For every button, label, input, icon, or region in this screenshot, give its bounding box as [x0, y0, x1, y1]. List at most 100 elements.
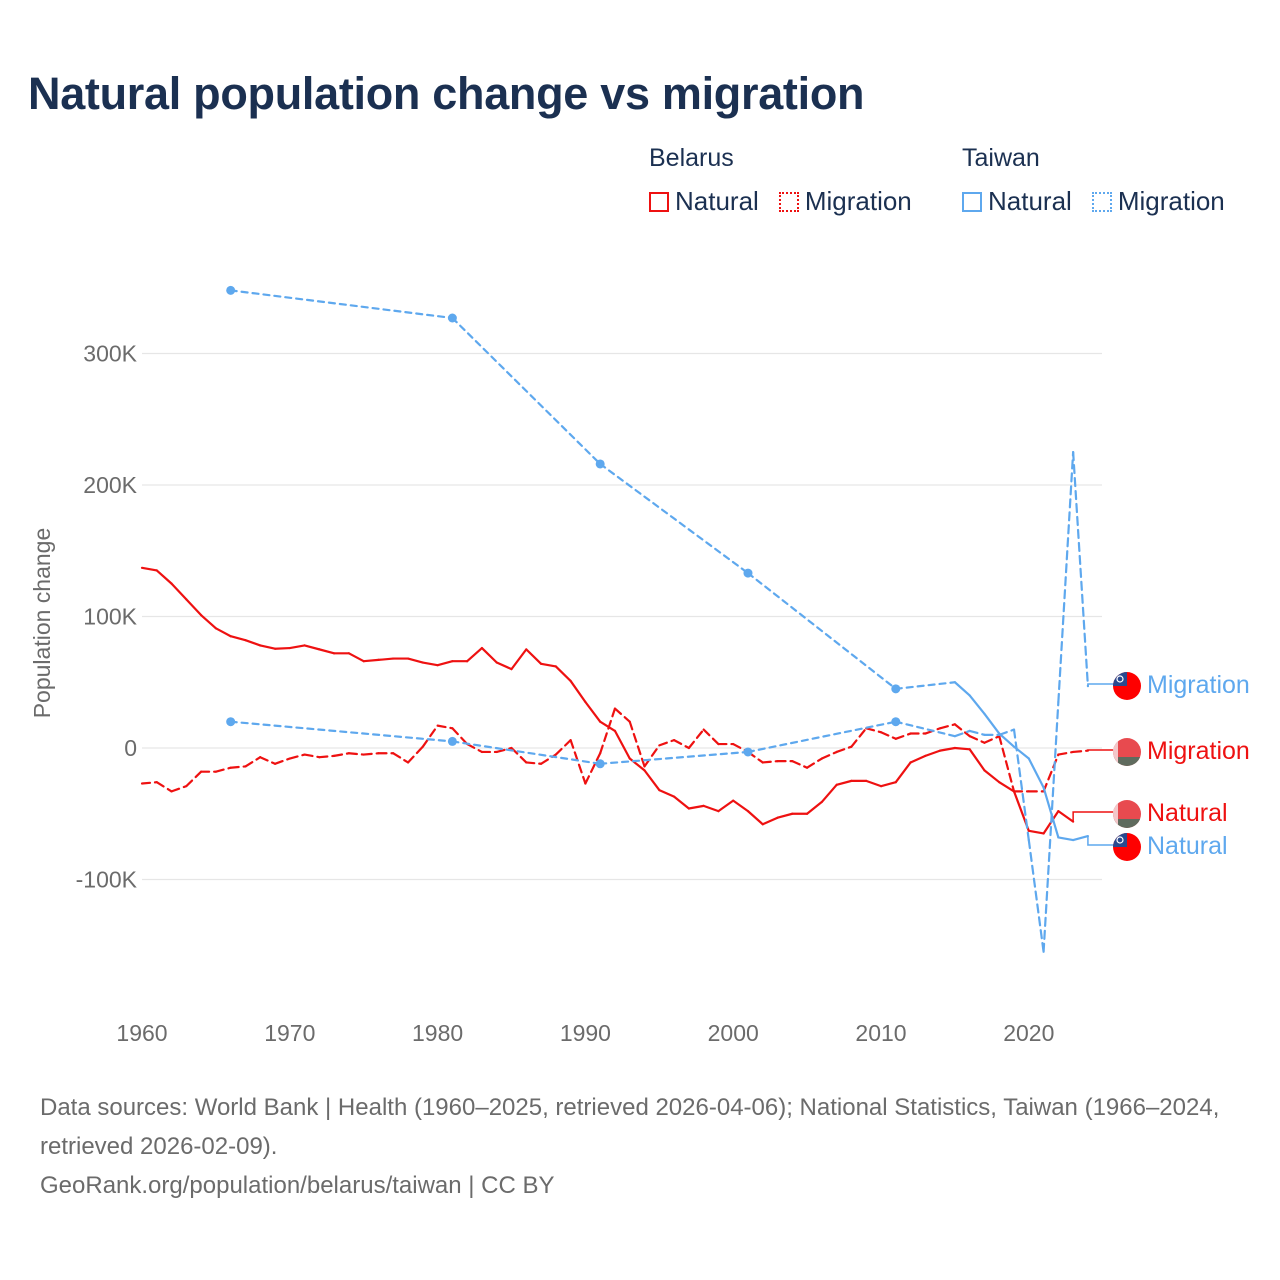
line-segment: [687, 804, 705, 810]
line-segment: [525, 761, 543, 765]
line-segment: [244, 756, 262, 768]
line-segment: [436, 724, 454, 730]
dotted-swatch-icon: [1091, 191, 1112, 212]
credit-link[interactable]: GeoRank.org/population/belarus/taiwan | …: [40, 1172, 555, 1199]
line-segment: [717, 799, 735, 813]
data-point: [595, 459, 605, 469]
legend-country-label: Taiwan: [962, 144, 1040, 172]
line-segment: [480, 646, 498, 664]
x-tick-label: 1960: [116, 1020, 167, 1046]
data-point: [891, 717, 901, 727]
data-point: [595, 759, 605, 769]
legend-country-label: Belarus: [649, 144, 734, 172]
line-segment: [820, 750, 838, 760]
line-segment: [791, 760, 809, 769]
line-segment: [140, 781, 158, 785]
line-segment: [451, 740, 602, 765]
line-segment: [998, 728, 1016, 736]
line-segment: [421, 724, 439, 748]
legend-item-belarus-migration[interactable]: Migration: [778, 186, 912, 217]
legend-group-belarus: Belarus Natural Migration: [649, 144, 932, 217]
line-segment: [835, 779, 853, 786]
line-segment: [1042, 753, 1060, 793]
line-segment: [347, 652, 365, 663]
line-segment: [229, 635, 247, 642]
flag-sun: [1116, 836, 1124, 844]
line-segment: [244, 639, 262, 647]
legend-item-label: Migration: [1117, 186, 1225, 216]
line-segment: [643, 744, 661, 768]
data-point: [226, 717, 236, 727]
line-segment: [983, 735, 1001, 744]
flag-stripe: [1113, 757, 1141, 766]
line-segment: [1027, 757, 1045, 789]
x-tick-label: 1980: [412, 1020, 463, 1046]
series-belarus-migration: [140, 707, 1090, 793]
line-segment: [643, 769, 661, 792]
line-segment: [599, 707, 617, 755]
series-end-label: Migration: [1147, 671, 1250, 699]
legend-item-taiwan-natural[interactable]: Natural: [962, 186, 1072, 217]
line-segment: [259, 756, 277, 765]
legend-item-belarus-natural[interactable]: Natural: [649, 186, 759, 217]
line-segment: [909, 754, 927, 764]
line-segment: [140, 566, 158, 572]
line-segment: [776, 812, 794, 819]
flag-stripe: [1113, 819, 1141, 828]
line-segment: [273, 757, 291, 765]
line-segment: [214, 766, 232, 773]
line-segment: [451, 316, 602, 466]
line-segment: [1072, 451, 1090, 688]
legend-item-taiwan-migration[interactable]: Migration: [1091, 186, 1225, 217]
line-segment: [894, 720, 957, 738]
line-segment: [879, 731, 897, 740]
label-connector: [1072, 811, 1113, 822]
series-end-label: Migration: [1147, 737, 1250, 765]
line-segment: [953, 681, 971, 697]
line-segment: [968, 735, 986, 744]
line-segment: [702, 728, 720, 746]
line-segment: [983, 769, 1001, 784]
legend-item-label: Natural: [675, 186, 759, 216]
line-segment: [894, 732, 912, 740]
legend-item-label: Migration: [804, 186, 912, 216]
flag-canton: [1113, 833, 1127, 847]
flag-ornament: [1113, 800, 1118, 828]
line-segment: [998, 732, 1016, 748]
line-segment: [377, 657, 395, 661]
line-segment: [466, 742, 484, 754]
label-connector: [1087, 749, 1113, 751]
line-segment: [288, 644, 306, 650]
line-segment: [1012, 728, 1030, 842]
data-point: [226, 285, 236, 295]
line-segment: [569, 679, 587, 704]
line-segment: [170, 582, 188, 601]
line-segment: [436, 660, 454, 667]
taiwan-flag-icon: [1113, 672, 1141, 700]
line-segment: [1072, 749, 1090, 754]
line-segment: [421, 661, 439, 667]
line-segment: [805, 757, 823, 769]
line-segment: [939, 746, 957, 752]
y-tick-label: 0: [124, 735, 137, 761]
line-segment: [495, 661, 513, 671]
gridlines: [142, 352, 1102, 881]
x-tick-label: 2020: [1003, 1020, 1054, 1046]
x-tick-label: 2010: [855, 1020, 906, 1046]
line-segment: [628, 720, 646, 768]
flag-ornament: [1113, 738, 1118, 766]
line-segment: [983, 712, 1001, 735]
line-segment: [273, 646, 291, 650]
line-chart: 300K 200K 100K 0 -100K 1960 1970 1980 1990 2000 2…: [29, 285, 1250, 1046]
line-segment: [1042, 700, 1060, 953]
line-segment: [613, 729, 631, 760]
line-segment: [510, 746, 528, 764]
x-tick-label: 1990: [560, 1020, 611, 1046]
line-segment: [1057, 750, 1075, 756]
series-lines: [140, 285, 1090, 953]
line-segment: [569, 739, 587, 785]
line-segment: [170, 785, 188, 793]
series-belarus-natural: [140, 566, 1075, 835]
line-segment: [1072, 835, 1090, 842]
line-segment: [214, 627, 232, 638]
